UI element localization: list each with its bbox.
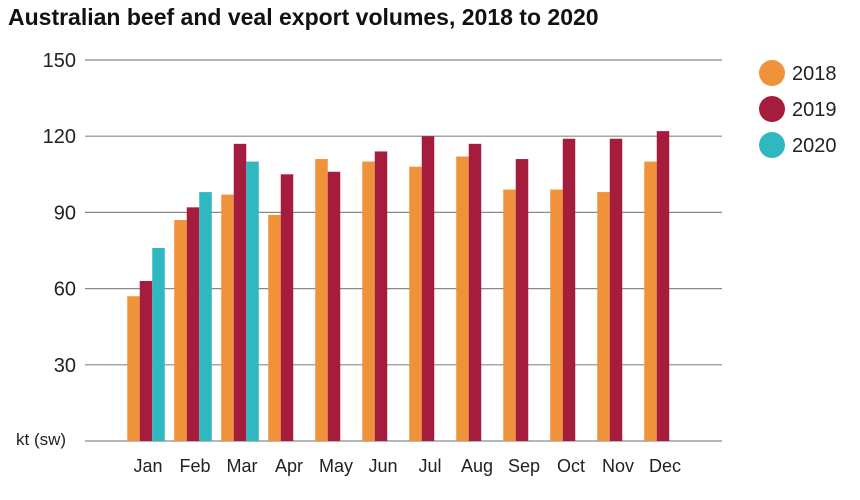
bar-2020-feb — [199, 192, 212, 441]
bar-2018-dec — [644, 161, 657, 441]
bar-2019-feb — [186, 207, 200, 441]
x-tick-label: Dec — [649, 456, 681, 476]
bar-2019-apr — [280, 174, 294, 442]
x-tick-label: Feb — [179, 456, 210, 476]
legend: 2018 2019 2020 — [759, 60, 837, 158]
x-tick-label: May — [319, 456, 353, 476]
bar-2019-nov — [609, 138, 623, 442]
x-tick-labels: Jan Feb Mar Apr May Jun Jul Aug Sep Oct Nov Dec — [133, 456, 681, 476]
x-tick-label: Sep — [508, 456, 540, 476]
bar-2019-jul — [421, 136, 435, 441]
bar-2019-oct — [562, 138, 576, 442]
legend-label: 2018 — [792, 63, 837, 85]
x-tick-label: Jun — [368, 456, 397, 476]
bar-2020-jan — [152, 247, 165, 441]
bars — [127, 131, 670, 442]
chart-title: Australian beef and veal export volumes,… — [8, 4, 599, 30]
bar-2018-apr — [268, 214, 281, 441]
bar-2019-may — [327, 171, 341, 441]
bar-2020-mar — [246, 161, 259, 441]
bar-2019-dec — [656, 131, 670, 441]
bar-2018-sep — [503, 189, 516, 441]
x-tick-label: Aug — [461, 456, 493, 476]
bar-2018-mar — [221, 194, 234, 441]
bar-2018-nov — [597, 192, 610, 441]
legend-label: 2019 — [792, 99, 837, 121]
y-tick-label: 60 — [54, 279, 76, 301]
bar-2018-aug — [456, 156, 469, 441]
bar-2019-mar — [233, 143, 247, 441]
x-tick-label: Nov — [602, 456, 634, 476]
legend-marker-2018 — [759, 60, 785, 86]
bar-2018-jan — [127, 296, 140, 441]
y-tick-label: 30 — [54, 355, 76, 377]
x-tick-label: Jan — [133, 456, 162, 476]
y-axis-unit-label: kt (sw) — [16, 430, 66, 449]
bar-2019-jun — [374, 151, 388, 441]
y-tick-label: 120 — [43, 126, 76, 148]
legend-marker-2019 — [759, 96, 785, 122]
x-tick-label: Apr — [275, 456, 303, 476]
x-tick-label: Jul — [418, 456, 441, 476]
bar-2018-oct — [550, 189, 563, 441]
bar-2018-jun — [362, 161, 375, 441]
bar-2018-jul — [409, 166, 422, 441]
bar-2019-jan — [139, 280, 153, 441]
bar-2019-aug — [468, 143, 482, 441]
x-tick-label: Oct — [557, 456, 585, 476]
legend-marker-2020 — [759, 132, 785, 158]
bar-2019-sep — [515, 159, 529, 441]
bar-2018-may — [315, 159, 328, 441]
bar-2018-feb — [174, 220, 187, 441]
y-tick-labels: 30 60 90 120 150 — [43, 50, 76, 377]
x-tick-label: Mar — [227, 456, 258, 476]
legend-label: 2020 — [792, 135, 837, 157]
y-tick-label: 90 — [54, 202, 76, 224]
y-tick-label: 150 — [43, 50, 76, 72]
